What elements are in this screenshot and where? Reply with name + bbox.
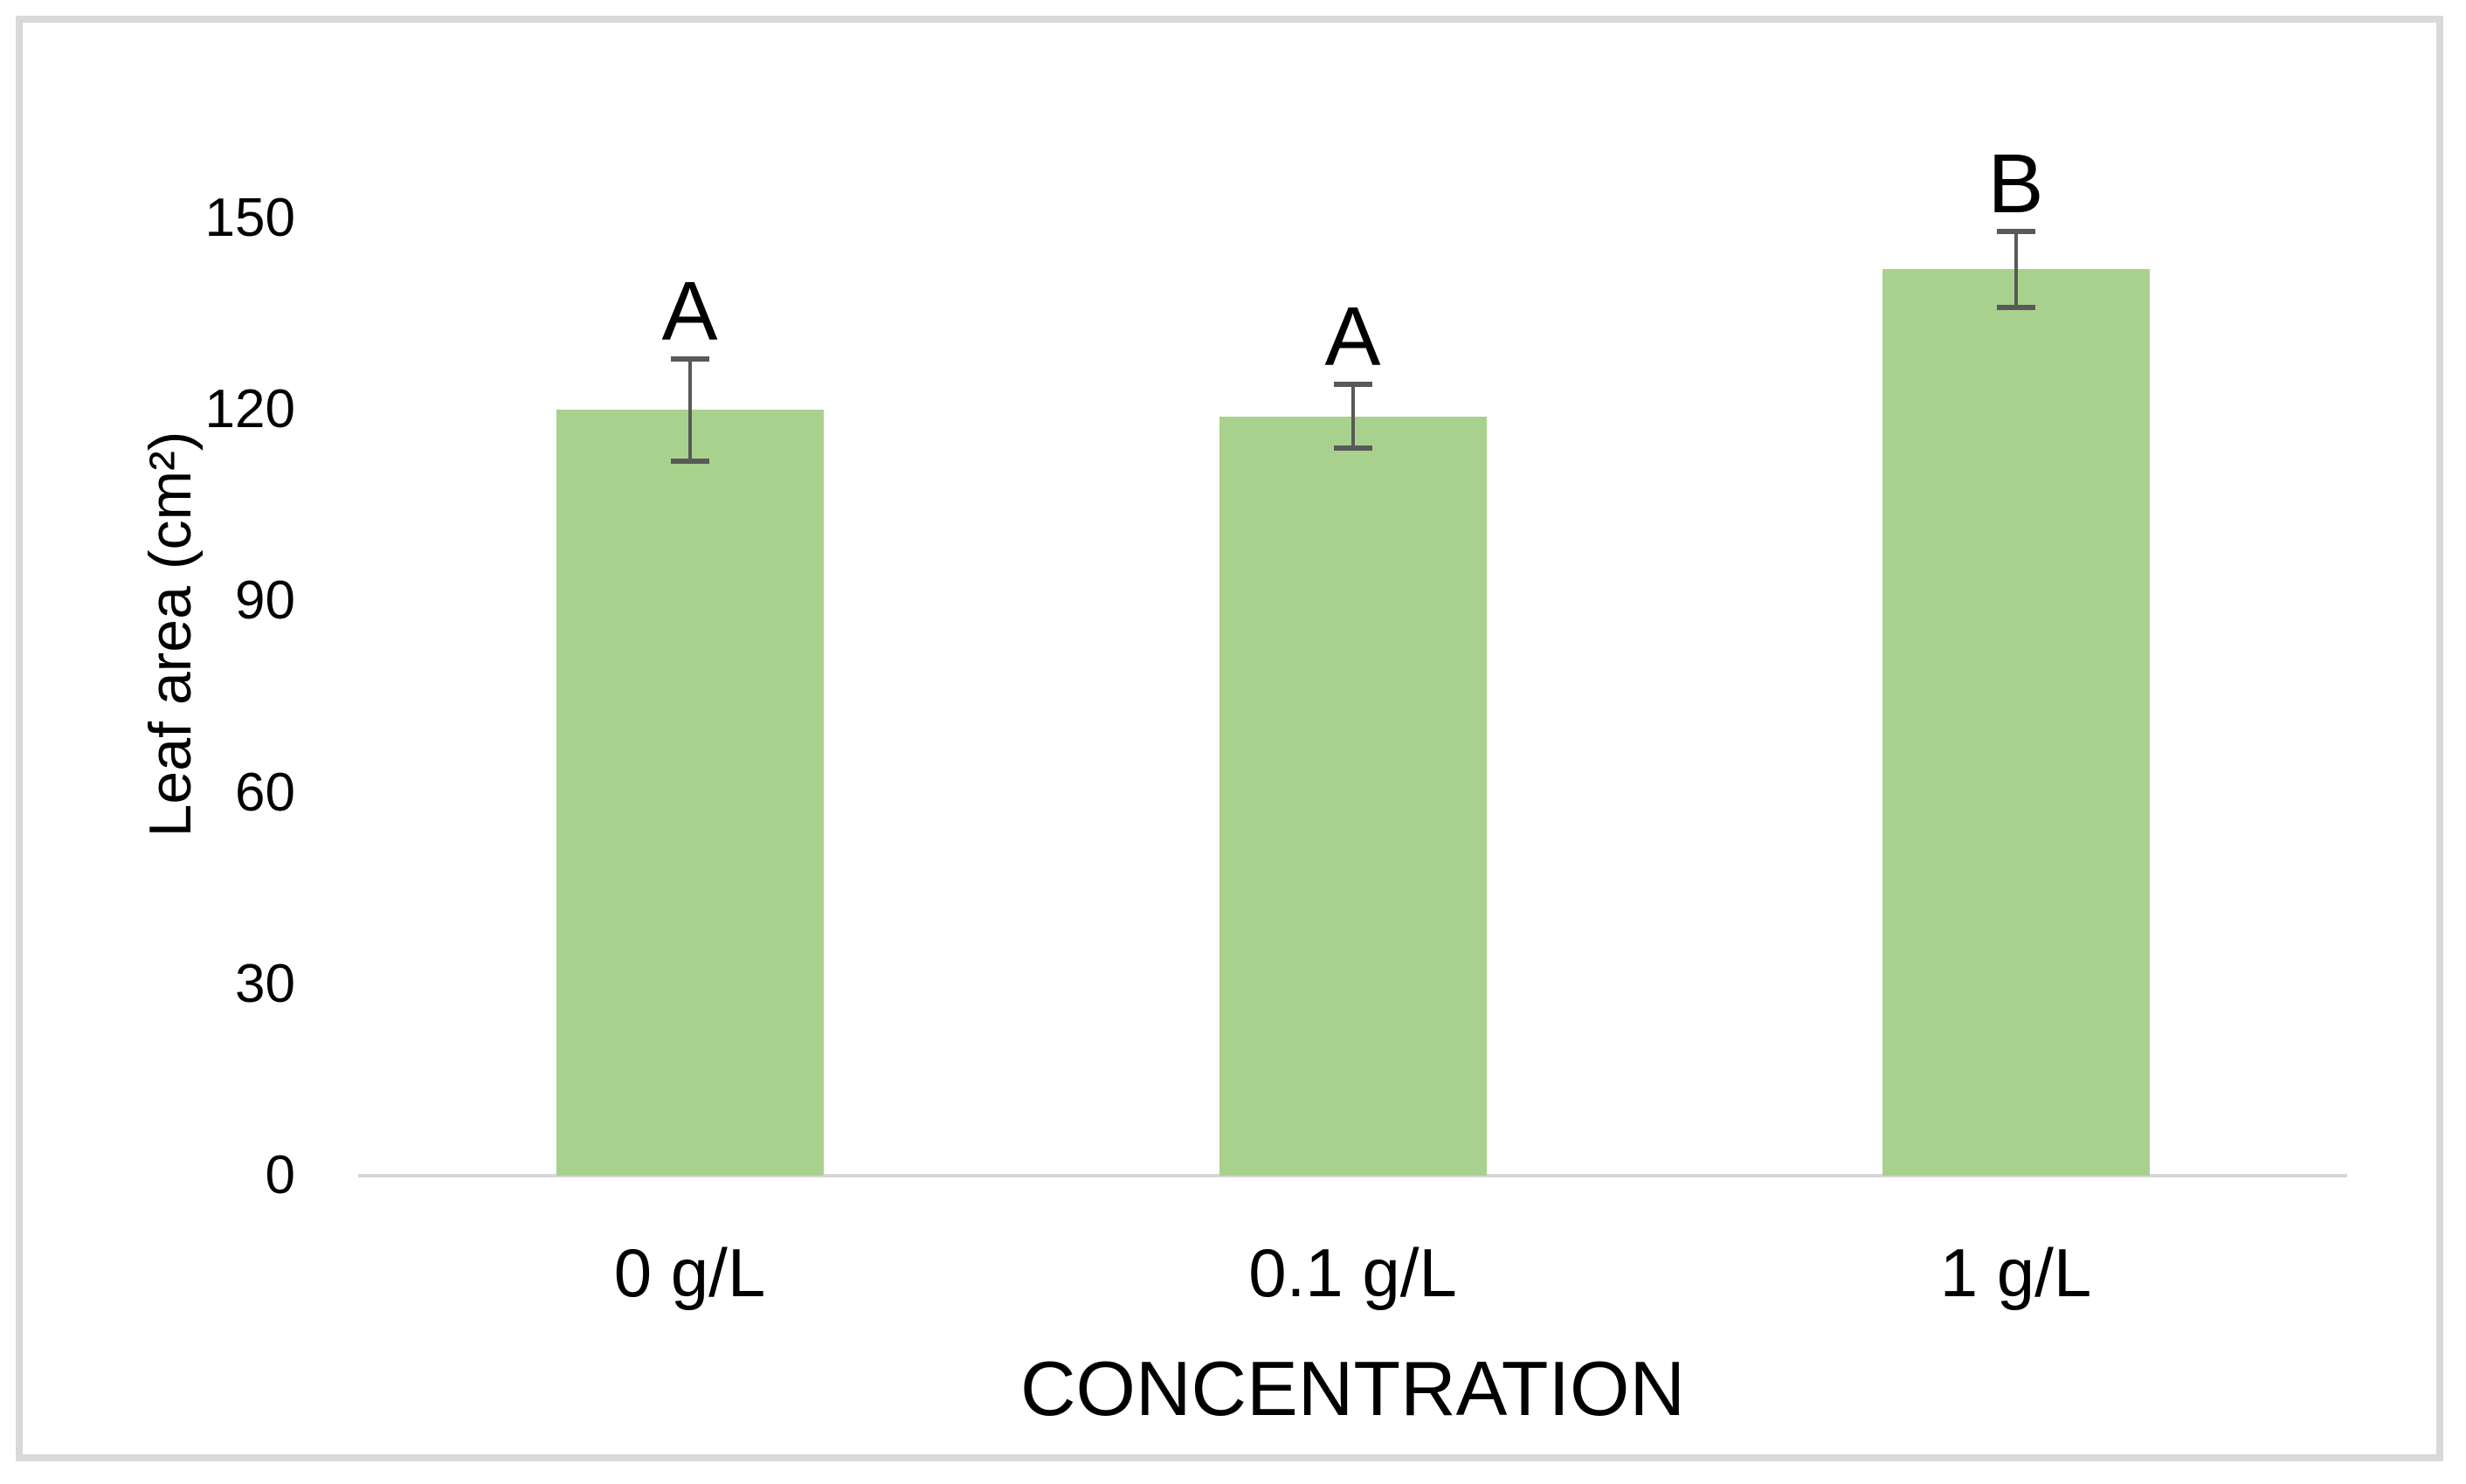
bar-1-g-l bbox=[1882, 269, 2150, 1176]
category-label-1-g-l: 1 g/L bbox=[1939, 1234, 2092, 1311]
error-bar-cap-bottom-0-1-g-l bbox=[1333, 445, 1372, 452]
chart-frame-border bbox=[16, 16, 2443, 1461]
y-tick-label-0: 0 bbox=[265, 1145, 295, 1205]
error-bar-0-g-l bbox=[687, 358, 692, 461]
y-tick-label-120: 120 bbox=[204, 379, 295, 440]
error-bar-cap-top-1-g-l bbox=[1996, 228, 2035, 234]
y-tick-label-150: 150 bbox=[204, 188, 295, 248]
x-axis-line bbox=[358, 1174, 2347, 1177]
error-bar-cap-top-0-g-l bbox=[670, 355, 709, 362]
significance-letter-1-g-l: B bbox=[1987, 136, 2044, 231]
x-axis-title: CONCENTRATION bbox=[1019, 1345, 1686, 1432]
error-bar-1-g-l bbox=[2014, 231, 2018, 308]
error-bar-0-1-g-l bbox=[1350, 383, 1355, 449]
y-axis-title: Leaf area (cm²) bbox=[137, 431, 204, 838]
y-tick-label-60: 60 bbox=[235, 762, 295, 823]
error-bar-cap-bottom-0-g-l bbox=[670, 458, 709, 464]
category-label-0-g-l: 0 g/L bbox=[613, 1234, 766, 1311]
error-bar-cap-bottom-1-g-l bbox=[1996, 305, 2035, 311]
y-tick-label-30: 30 bbox=[235, 953, 295, 1014]
error-bar-cap-top-0-1-g-l bbox=[1333, 381, 1372, 387]
category-label-0-1-g-l: 0.1 g/L bbox=[1248, 1234, 1457, 1311]
y-tick-label-90: 90 bbox=[235, 570, 295, 632]
bar-0-g-l bbox=[556, 410, 824, 1176]
significance-letter-0-1-g-l: A bbox=[1324, 289, 1381, 383]
bar-0-1-g-l bbox=[1219, 416, 1487, 1176]
significance-letter-0-g-l: A bbox=[661, 264, 718, 358]
